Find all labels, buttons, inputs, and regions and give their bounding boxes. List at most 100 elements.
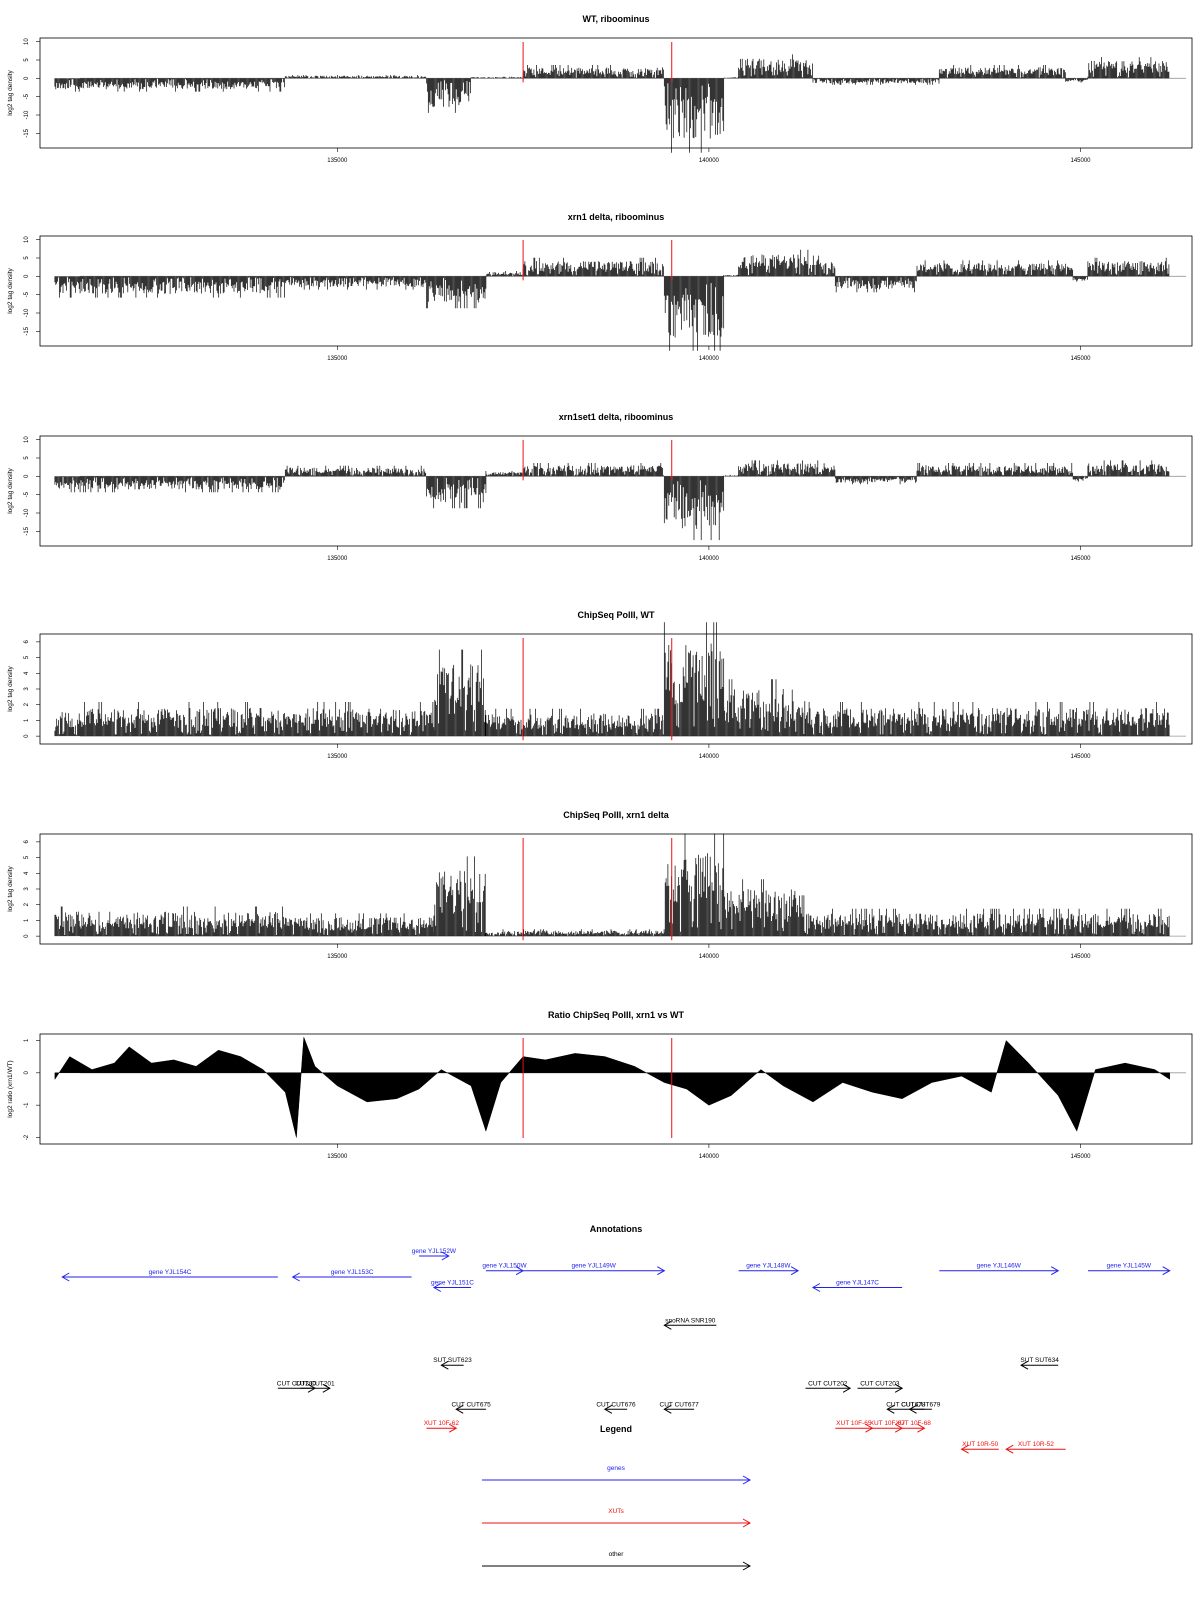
y-tick-label: -5 — [24, 491, 30, 497]
arrow-right-icon — [322, 1383, 331, 1393]
y-tick-label: 6 — [24, 840, 30, 844]
arrow-right-icon — [742, 1518, 752, 1528]
legend-label: genes — [607, 1465, 625, 1472]
plot-frame — [39, 37, 1193, 149]
density-bars — [54, 460, 1170, 541]
y-tick-label: 1 — [24, 718, 30, 722]
arrow-left-icon — [440, 1360, 449, 1370]
y-tick-label: 2 — [24, 902, 30, 906]
y-tick-label: -10 — [24, 308, 30, 317]
feature-label: gene YJL152W — [412, 1248, 457, 1255]
arrow-left-icon — [61, 1272, 70, 1282]
arrow-left-icon — [908, 1404, 917, 1414]
y-tick-label: -10 — [24, 508, 30, 517]
density-bars — [54, 54, 1170, 153]
y-tick-label: 0 — [24, 274, 30, 278]
panel-title: ChipSeq PolII, xrn1 delta — [563, 810, 670, 820]
y-tick-label: -15 — [24, 326, 30, 335]
arrow-left-icon — [432, 1283, 442, 1292]
y-tick-label: -5 — [24, 291, 30, 297]
y-tick-label: -15 — [24, 128, 30, 137]
x-tick-label: 145000 — [1071, 954, 1092, 960]
x-tick-label: 145000 — [1071, 356, 1092, 362]
y-axis-label: log2 tag density — [7, 865, 14, 911]
feature-label: XUT 10R-50 — [962, 1441, 998, 1448]
annotation-feature: CUT CUT679 — [901, 1401, 941, 1414]
y-tick-label: 5 — [24, 855, 30, 859]
arrow-right-icon — [742, 1475, 752, 1485]
arrow-right-icon — [1162, 1266, 1171, 1276]
arrow-right-icon — [790, 1266, 800, 1276]
feature-label: XUT 10R-52 — [1018, 1441, 1054, 1448]
plot-frame — [39, 1033, 1193, 1145]
feature-label: gene YJL150W — [482, 1263, 527, 1270]
feature-label: CUT CUT675 — [451, 1401, 491, 1408]
y-axis-label: log2 tag density — [7, 267, 14, 313]
annotation-feature: gene YJL152W — [412, 1248, 457, 1261]
y-tick-label: -10 — [24, 110, 30, 119]
arrow-left-icon — [455, 1404, 464, 1414]
arrow-left-icon — [1020, 1360, 1029, 1370]
annotation-feature: gene YJL154C — [61, 1269, 278, 1282]
plot-frame — [39, 833, 1193, 945]
annotation-feature: CUT CUT203 — [857, 1380, 904, 1393]
y-tick-label: 4 — [24, 871, 30, 875]
track-panel-4: ChipSeq PolII, WT log2 tag density 0 1 2 3 4 5 6… — [7, 610, 1193, 760]
arrow-left-icon — [663, 1404, 672, 1414]
annotation-feature: gene YJL146W — [939, 1263, 1060, 1276]
y-tick-label: -5 — [24, 93, 30, 99]
track-panel-5: ChipSeq PolII, xrn1 delta log2 tag densit… — [7, 810, 1193, 960]
x-tick-label: 145000 — [1071, 1154, 1092, 1160]
y-tick-label: 0 — [24, 1070, 30, 1074]
y-tick-label: 2 — [24, 702, 30, 706]
y-tick-label: 10 — [24, 38, 30, 45]
y-tick-label: -1 — [24, 1102, 30, 1108]
track-panel-3: xrn1set1 delta, riboominus log2 tag densi… — [7, 412, 1193, 562]
feature-label: snoRNA SNR190 — [665, 1317, 716, 1324]
feature-label: SUT SUT634 — [1020, 1357, 1059, 1364]
arrow-right-icon — [894, 1383, 904, 1393]
legend-label: other — [609, 1551, 625, 1558]
legend-item-genes: genes — [482, 1465, 752, 1485]
y-axis-label: log2 tag density — [7, 467, 14, 513]
density-bars — [54, 622, 1170, 737]
x-tick-label: 140000 — [699, 158, 720, 164]
y-tick-label: 6 — [24, 640, 30, 644]
feature-label: SUT SUT623 — [433, 1357, 472, 1364]
annotation-feature: gene YJL150W — [482, 1263, 528, 1276]
annotation-feature: SUT SUT623 — [433, 1357, 472, 1370]
annotation-feature: XUT 10F-65 — [835, 1420, 874, 1433]
annotation-feature: snoRNA SNR190 — [663, 1317, 717, 1330]
y-tick-label: 0 — [24, 734, 30, 738]
feature-label: gene YJL148W — [746, 1263, 791, 1270]
panel-title: WT, riboominus — [583, 14, 650, 24]
feature-label: gene YJL146W — [977, 1263, 1022, 1270]
y-tick-label: 10 — [24, 436, 30, 443]
y-axis-label: log2 tag density — [7, 665, 14, 711]
x-tick-label: 145000 — [1071, 158, 1092, 164]
annotation-feature: SUT SUT634 — [1020, 1357, 1059, 1370]
feature-label: CUT CUT203 — [860, 1380, 900, 1387]
x-tick-label: 140000 — [699, 556, 720, 562]
panel-title: xrn1set1 delta, riboominus — [559, 412, 674, 422]
y-tick-label: 4 — [24, 671, 30, 675]
y-tick-label: 1 — [24, 918, 30, 922]
annotation-feature: gene YJL149W — [523, 1263, 666, 1276]
annotation-feature: gene YJL147C — [811, 1280, 903, 1292]
arrow-left-icon — [1005, 1444, 1014, 1454]
y-tick-label: 10 — [24, 236, 30, 243]
feature-label: XUT 10F-62 — [424, 1420, 460, 1427]
legend-title: Legend — [600, 1424, 632, 1434]
annotation-feature: CUT CUT677 — [660, 1401, 700, 1414]
feature-label: XUT 10F-67 — [870, 1420, 906, 1427]
y-tick-label: -2 — [24, 1134, 30, 1140]
ratio-area — [54, 1037, 1170, 1138]
arrow-right-icon — [441, 1251, 450, 1261]
y-tick-label: 5 — [24, 58, 30, 62]
y-tick-label: 1 — [24, 1038, 30, 1042]
y-tick-label: 3 — [24, 687, 30, 691]
feature-label: CUT CUT677 — [660, 1401, 700, 1408]
annotation-feature: XUT 10R-52 — [1005, 1441, 1066, 1454]
x-tick-label: 145000 — [1071, 754, 1092, 760]
